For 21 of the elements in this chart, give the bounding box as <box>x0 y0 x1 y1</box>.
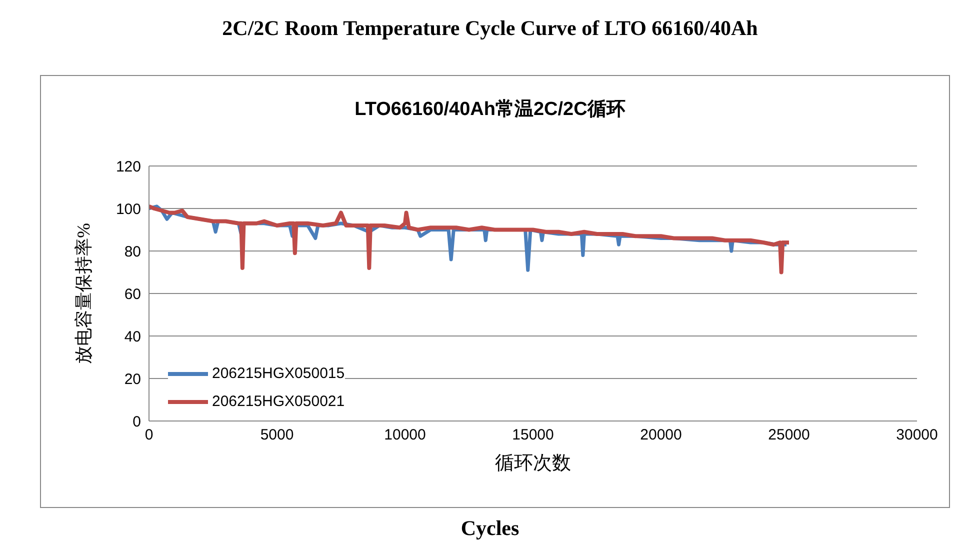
x-tick-label: 0 <box>144 426 154 444</box>
x-tick-label: 30000 <box>896 426 938 444</box>
x-tick-label: 5000 <box>260 426 294 444</box>
x-tick-label: 20000 <box>640 426 682 444</box>
y-tick-label: 40 <box>124 328 141 346</box>
text: Cycles <box>460 516 520 541</box>
y-tick-label: 60 <box>124 286 141 303</box>
y-tick-label: 80 <box>124 243 141 260</box>
legend-label: 206215HGX050015 <box>212 364 345 384</box>
x-tick-label: 25000 <box>768 426 810 444</box>
y-tick-label: 20 <box>124 370 141 388</box>
legend-label: 206215HGX050021 <box>212 392 345 412</box>
y-tick-label: 120 <box>116 158 141 176</box>
x-axis-title: 循环次数 <box>495 453 571 474</box>
x-tick-label: 15000 <box>512 426 554 444</box>
y-axis-title: 放电容量保持率% <box>73 223 94 364</box>
y-tick-label: 100 <box>116 200 141 218</box>
chart-title: 2C/2C Room Temperature Cycle Curve of LTO 66160/40Ah <box>221 16 759 41</box>
chart-subtitle: LTO66160/40Ah常温2C/2C循环 <box>354 98 626 122</box>
x-tick-label: 10000 <box>384 426 426 444</box>
y-tick-label: 0 <box>132 413 141 430</box>
